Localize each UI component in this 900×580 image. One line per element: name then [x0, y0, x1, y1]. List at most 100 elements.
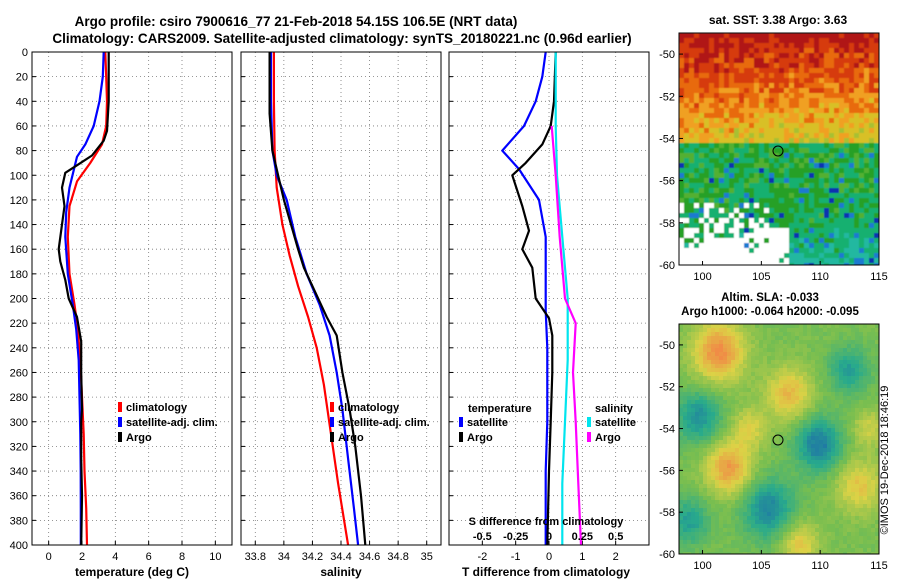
sst-cell [824, 83, 830, 89]
sst-cell [754, 153, 760, 159]
sst-cell [684, 203, 690, 209]
sla-cell [787, 496, 792, 501]
sst-cell [784, 143, 790, 149]
sst-cell [774, 103, 780, 109]
sla-cell [839, 404, 844, 409]
sst-cell [774, 173, 780, 179]
sst-cell [699, 208, 705, 214]
sla-cell [767, 496, 772, 501]
sla-cell [819, 348, 824, 353]
sla-cell [835, 492, 840, 497]
sla-cell [699, 464, 704, 469]
sla-cell [799, 368, 804, 373]
sst-cell [769, 113, 775, 119]
sla-cell [843, 436, 848, 441]
sla-cell [763, 324, 768, 329]
sla-cell [695, 416, 700, 421]
sst-cell [744, 233, 750, 239]
sst-cell [839, 103, 845, 109]
legend-swatch-s-argo [587, 432, 591, 442]
sla-cell [807, 420, 812, 425]
sst-cell [689, 198, 695, 204]
sla-cell [691, 540, 696, 545]
sla-cell [763, 420, 768, 425]
sla-cell [691, 400, 696, 405]
sla-cell [771, 504, 776, 509]
sla-cell [803, 504, 808, 509]
sla-cell [807, 380, 812, 385]
sla-cell [699, 540, 704, 545]
sla-cell [735, 332, 740, 337]
sla-cell [843, 460, 848, 465]
sst-cell [729, 223, 735, 229]
sst-cell [874, 198, 880, 204]
sla-cell [863, 496, 868, 501]
sla-cell [703, 428, 708, 433]
sst-cell [774, 213, 780, 219]
sla-cell [727, 416, 732, 421]
sla-cell [783, 384, 788, 389]
sst-cell [759, 228, 765, 234]
sla-cell [751, 392, 756, 397]
sla-cell [839, 368, 844, 373]
sla-cell [859, 472, 864, 477]
sla-cell [799, 448, 804, 453]
sla-cell [867, 456, 872, 461]
sla-cell [795, 544, 800, 549]
sst-cell [749, 193, 755, 199]
sst-cell [679, 173, 685, 179]
sst-cell [744, 178, 750, 184]
sla-cell [835, 416, 840, 421]
sla-cell [747, 500, 752, 505]
sst-cell [854, 248, 860, 254]
sla-cell [707, 456, 712, 461]
sla-cell [763, 528, 768, 533]
sst-cell [809, 43, 815, 49]
sla-cell [791, 520, 796, 525]
sla-cell [855, 524, 860, 529]
sla-cell [851, 416, 856, 421]
sst-cell [759, 143, 765, 149]
sla-cell [847, 392, 852, 397]
sst-cell [799, 263, 805, 266]
sla-cell [835, 396, 840, 401]
sla-cell [719, 472, 724, 477]
sla-cell [799, 324, 804, 329]
sst-cell [724, 158, 730, 164]
sla-cell [811, 520, 816, 525]
sla-cell [719, 476, 724, 481]
sst-cell [784, 188, 790, 194]
sst-cell [874, 58, 880, 64]
x-tick-label: 0 [546, 551, 552, 563]
sla-cell [719, 532, 724, 537]
sla-cell [715, 536, 720, 541]
sla-cell [723, 436, 728, 441]
sst-cell [724, 243, 730, 249]
sst-cell [874, 238, 880, 244]
sla-cell [771, 364, 776, 369]
sla-cell [803, 376, 808, 381]
sla-cell [695, 540, 700, 545]
sst-cell [754, 213, 760, 219]
sst-cell [874, 133, 880, 139]
sla-cell [687, 420, 692, 425]
sst-cell [724, 48, 730, 54]
sst-cell [794, 78, 800, 84]
sla-cell [747, 492, 752, 497]
sst-cell [809, 228, 815, 234]
sla-cell [851, 504, 856, 509]
sst-cell [804, 93, 810, 99]
sst-cell [739, 68, 745, 74]
s-tick-label: -0.25 [503, 531, 528, 543]
x-tick-label: 34 [278, 551, 290, 563]
sla-cell [715, 408, 720, 413]
sla-cell [867, 472, 872, 477]
sla-cell [763, 396, 768, 401]
sla-cell [835, 528, 840, 533]
sla-cell [747, 352, 752, 357]
sst-cell [699, 198, 705, 204]
sst-cell [824, 218, 830, 224]
sla-cell [775, 344, 780, 349]
sla-cell [735, 360, 740, 365]
sla-cell [859, 480, 864, 485]
